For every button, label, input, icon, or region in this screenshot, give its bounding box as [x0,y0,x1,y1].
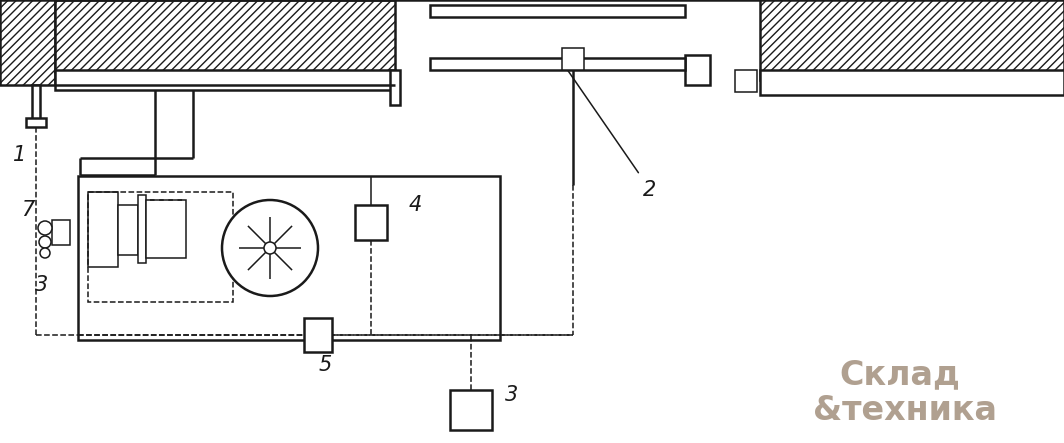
Bar [32,85,40,120]
Bar [355,205,387,240]
Bar [118,205,138,255]
Text: Склад: Склад [839,358,961,392]
Bar [55,70,395,90]
Bar [390,70,400,105]
Bar [138,195,146,263]
Bar [760,70,1064,95]
Bar [430,58,685,70]
Circle shape [40,248,50,258]
Text: 3: 3 [505,385,518,405]
Circle shape [38,221,52,235]
Bar [430,5,685,17]
Bar [146,200,186,258]
Bar [304,318,332,352]
Bar [88,192,233,302]
Circle shape [39,236,51,248]
Text: 2: 2 [644,180,656,200]
Bar [735,70,757,92]
Bar [55,0,395,72]
Text: &техника: &техника [813,393,997,427]
Bar [562,48,584,70]
Bar [26,118,46,127]
Bar [450,390,492,430]
Bar [88,192,118,267]
Text: 4: 4 [409,195,421,215]
Text: 1: 1 [14,145,27,165]
Text: 7: 7 [21,200,35,220]
Bar [685,55,710,85]
Circle shape [222,200,318,296]
Bar [52,220,70,245]
Text: 3: 3 [35,275,49,295]
Bar [78,176,500,340]
Text: 5: 5 [318,355,332,375]
Circle shape [264,242,276,254]
Bar [760,0,1064,80]
Bar [0,0,55,85]
